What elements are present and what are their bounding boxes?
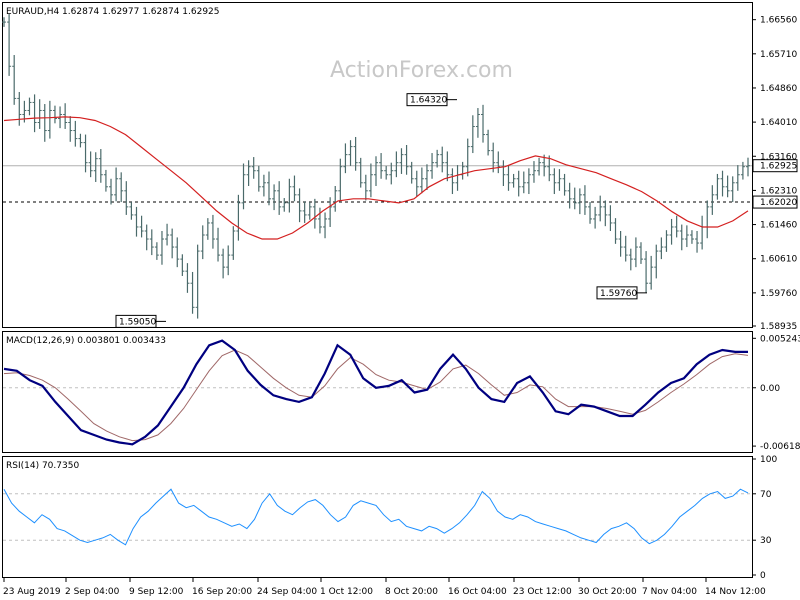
rsi-title: RSI(14) 70.7350 xyxy=(6,461,79,471)
level-label: 1.62020 xyxy=(760,198,797,208)
price-tick-label: 1.61460 xyxy=(760,221,797,231)
price-tick-label: 1.58935 xyxy=(760,322,797,332)
macd-tick-label: 0.005243 xyxy=(760,334,800,344)
price-tick-label: 1.62310 xyxy=(760,186,797,196)
x-tick-label: 7 Nov 04:00 xyxy=(642,587,697,597)
x-tick-label: 23 Aug 2019 xyxy=(3,587,61,597)
macd-tick-label: -0.006186 xyxy=(760,442,800,452)
x-tick-label: 8 Oct 20:00 xyxy=(385,587,438,597)
price-tick-label: 1.64860 xyxy=(760,84,797,94)
x-tick-label: 14 Nov 12:00 xyxy=(705,587,766,597)
x-tick-label: 23 Oct 12:00 xyxy=(513,587,572,597)
x-tick-label: 16 Sep 20:00 xyxy=(192,587,252,597)
annotation-label: 1.64320 xyxy=(410,96,447,106)
x-tick-label: 2 Sep 04:00 xyxy=(65,587,120,597)
price-title: EURAUD,H4 1.62874 1.62977 1.62874 1.6292… xyxy=(6,7,220,17)
x-tick-label: 16 Oct 04:00 xyxy=(448,587,507,597)
price-tick-label: 1.64010 xyxy=(760,118,797,128)
x-tick-label: 9 Sep 12:00 xyxy=(129,587,184,597)
price-tick-label: 1.65710 xyxy=(760,50,797,60)
macd-tick-label: 0.00 xyxy=(760,384,780,394)
watermark: ActionForex.com xyxy=(330,58,513,83)
price-tick-label: 1.66560 xyxy=(760,16,797,26)
macd-title: MACD(12,26,9) 0.003801 0.003433 xyxy=(6,336,166,346)
x-tick-label: 30 Oct 20:00 xyxy=(578,587,637,597)
price-tick-label: 1.59760 xyxy=(760,289,797,299)
x-tick-label: 1 Oct 12:00 xyxy=(320,587,373,597)
rsi-tick-label: 30 xyxy=(760,536,772,546)
annotation-label: 1.59050 xyxy=(119,317,156,327)
price-tick-label: 1.60610 xyxy=(760,255,797,265)
rsi-tick-label: 100 xyxy=(760,455,777,465)
x-tick-label: 24 Sep 04:00 xyxy=(257,587,317,597)
rsi-tick-label: 70 xyxy=(760,490,772,500)
rsi-tick-label: 0 xyxy=(760,571,766,581)
current-price-label: 1.62925 xyxy=(760,162,797,172)
annotation-label: 1.59760 xyxy=(600,289,637,299)
